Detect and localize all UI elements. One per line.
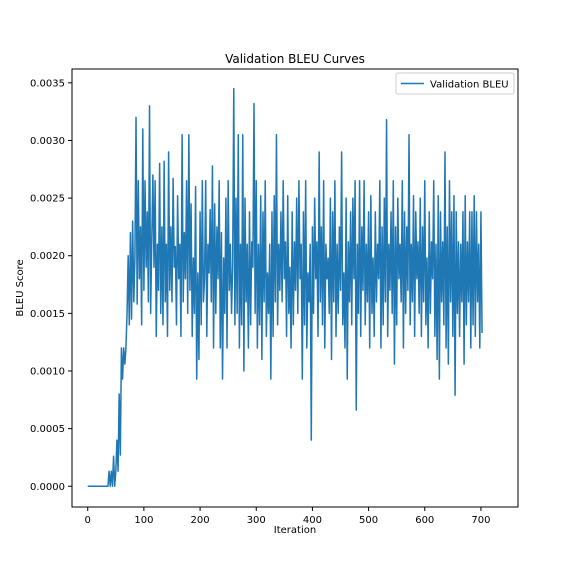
series-line-validation-bleu: [87, 87, 483, 487]
y-tick-label: 0.0000: [30, 482, 65, 493]
x-axis-label: Iteration: [274, 525, 316, 536]
y-axis-label: BLEU Score: [15, 259, 26, 316]
y-tick-label: 0.0015: [30, 309, 65, 320]
x-tick-label: 100: [134, 515, 153, 526]
y-tick-label: 0.0005: [30, 424, 65, 435]
plot-area-frame: [71, 68, 519, 508]
x-tick-label: 700: [471, 515, 490, 526]
x-tick-label: 500: [359, 515, 378, 526]
y-tick-label: 0.0020: [30, 251, 65, 262]
y-tick-label: 0.0025: [30, 194, 65, 205]
y-tick-label: 0.0035: [30, 78, 65, 89]
legend-box: [395, 72, 515, 95]
x-tick-label: 200: [191, 515, 210, 526]
legend: Validation BLEU: [395, 72, 515, 95]
x-tick-label: 0: [85, 515, 91, 526]
legend-entry-validation-bleu: Validation BLEU: [430, 80, 509, 91]
chart-title: Validation BLEU Curves: [225, 52, 365, 66]
axis-ticks: 0 100 200 300 400 500 600 700 0.0000 0.0005 0.0010…: [30, 78, 490, 526]
y-tick-label: 0.0010: [30, 366, 65, 377]
y-tick-label: 0.0030: [30, 136, 65, 147]
series-layer: [87, 87, 483, 487]
x-tick-label: 300: [247, 515, 266, 526]
x-tick-label: 600: [415, 515, 434, 526]
x-tick-label: 400: [303, 515, 322, 526]
